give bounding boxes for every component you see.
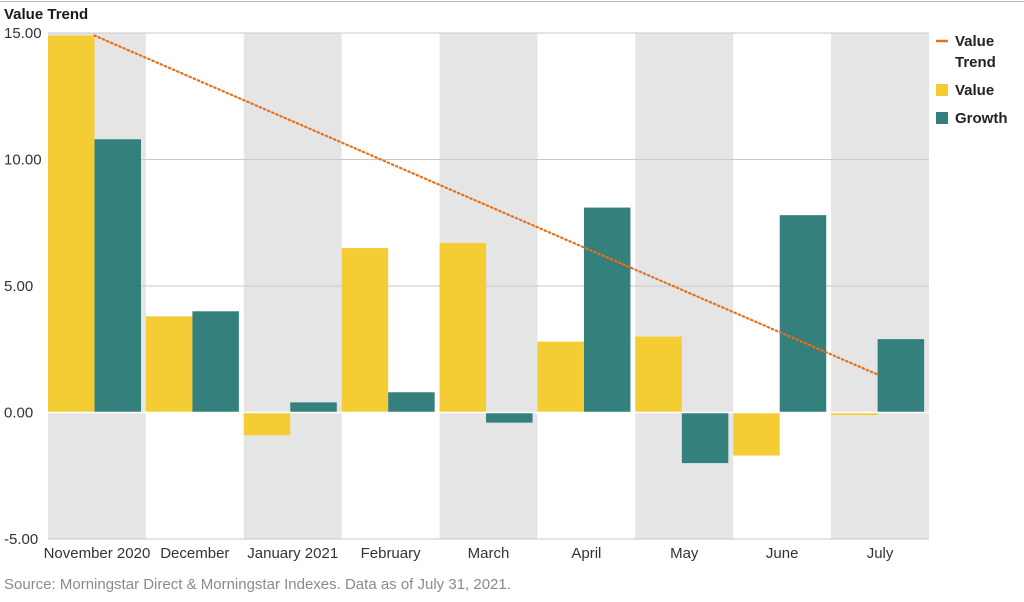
bar-value — [733, 412, 780, 456]
bar-value — [48, 35, 95, 413]
legend-label: Value — [955, 82, 994, 99]
x-tick-label: March — [468, 545, 510, 562]
y-tick-label: -5.00 — [4, 531, 38, 548]
legend-label: Trend — [955, 54, 996, 71]
legend-label: Value — [955, 33, 994, 50]
bar-growth — [486, 412, 533, 423]
legend-swatch — [936, 84, 948, 96]
y-tick-label: 5.00 — [4, 278, 33, 295]
bar-growth — [583, 207, 631, 413]
bar-value — [341, 248, 389, 413]
x-tick-label: February — [361, 545, 422, 562]
bar-value — [635, 336, 682, 413]
x-tick-label: November 2020 — [44, 545, 151, 562]
x-tick-label: April — [571, 545, 601, 562]
bar-growth — [877, 339, 925, 413]
bar-value — [243, 412, 291, 436]
bar-growth — [94, 139, 141, 413]
x-tick-label: July — [867, 545, 894, 562]
x-tick-label: January 2021 — [247, 545, 338, 562]
bar-growth — [388, 392, 435, 413]
legend-swatch — [936, 112, 948, 124]
chart-title: Value Trend — [4, 6, 88, 23]
bar-growth — [192, 311, 239, 413]
x-tick-label: December — [160, 545, 229, 562]
y-tick-label: 15.00 — [4, 25, 42, 42]
bar-value — [439, 242, 487, 413]
bar-value — [831, 412, 878, 416]
y-tick-label: 10.00 — [4, 152, 42, 169]
bar-growth — [681, 412, 729, 464]
y-tick-label: 0.00 — [4, 405, 33, 422]
bar-value — [537, 341, 584, 413]
bar-value — [145, 316, 193, 413]
bar-growth — [290, 402, 337, 413]
trend-line — [93, 34, 879, 376]
bar-growth — [779, 215, 827, 413]
source-note: Source: Morningstar Direct & Morningstar… — [4, 576, 511, 593]
legend-label: Growth — [955, 110, 1008, 127]
x-tick-label: June — [766, 545, 799, 562]
x-tick-label: May — [670, 545, 699, 562]
